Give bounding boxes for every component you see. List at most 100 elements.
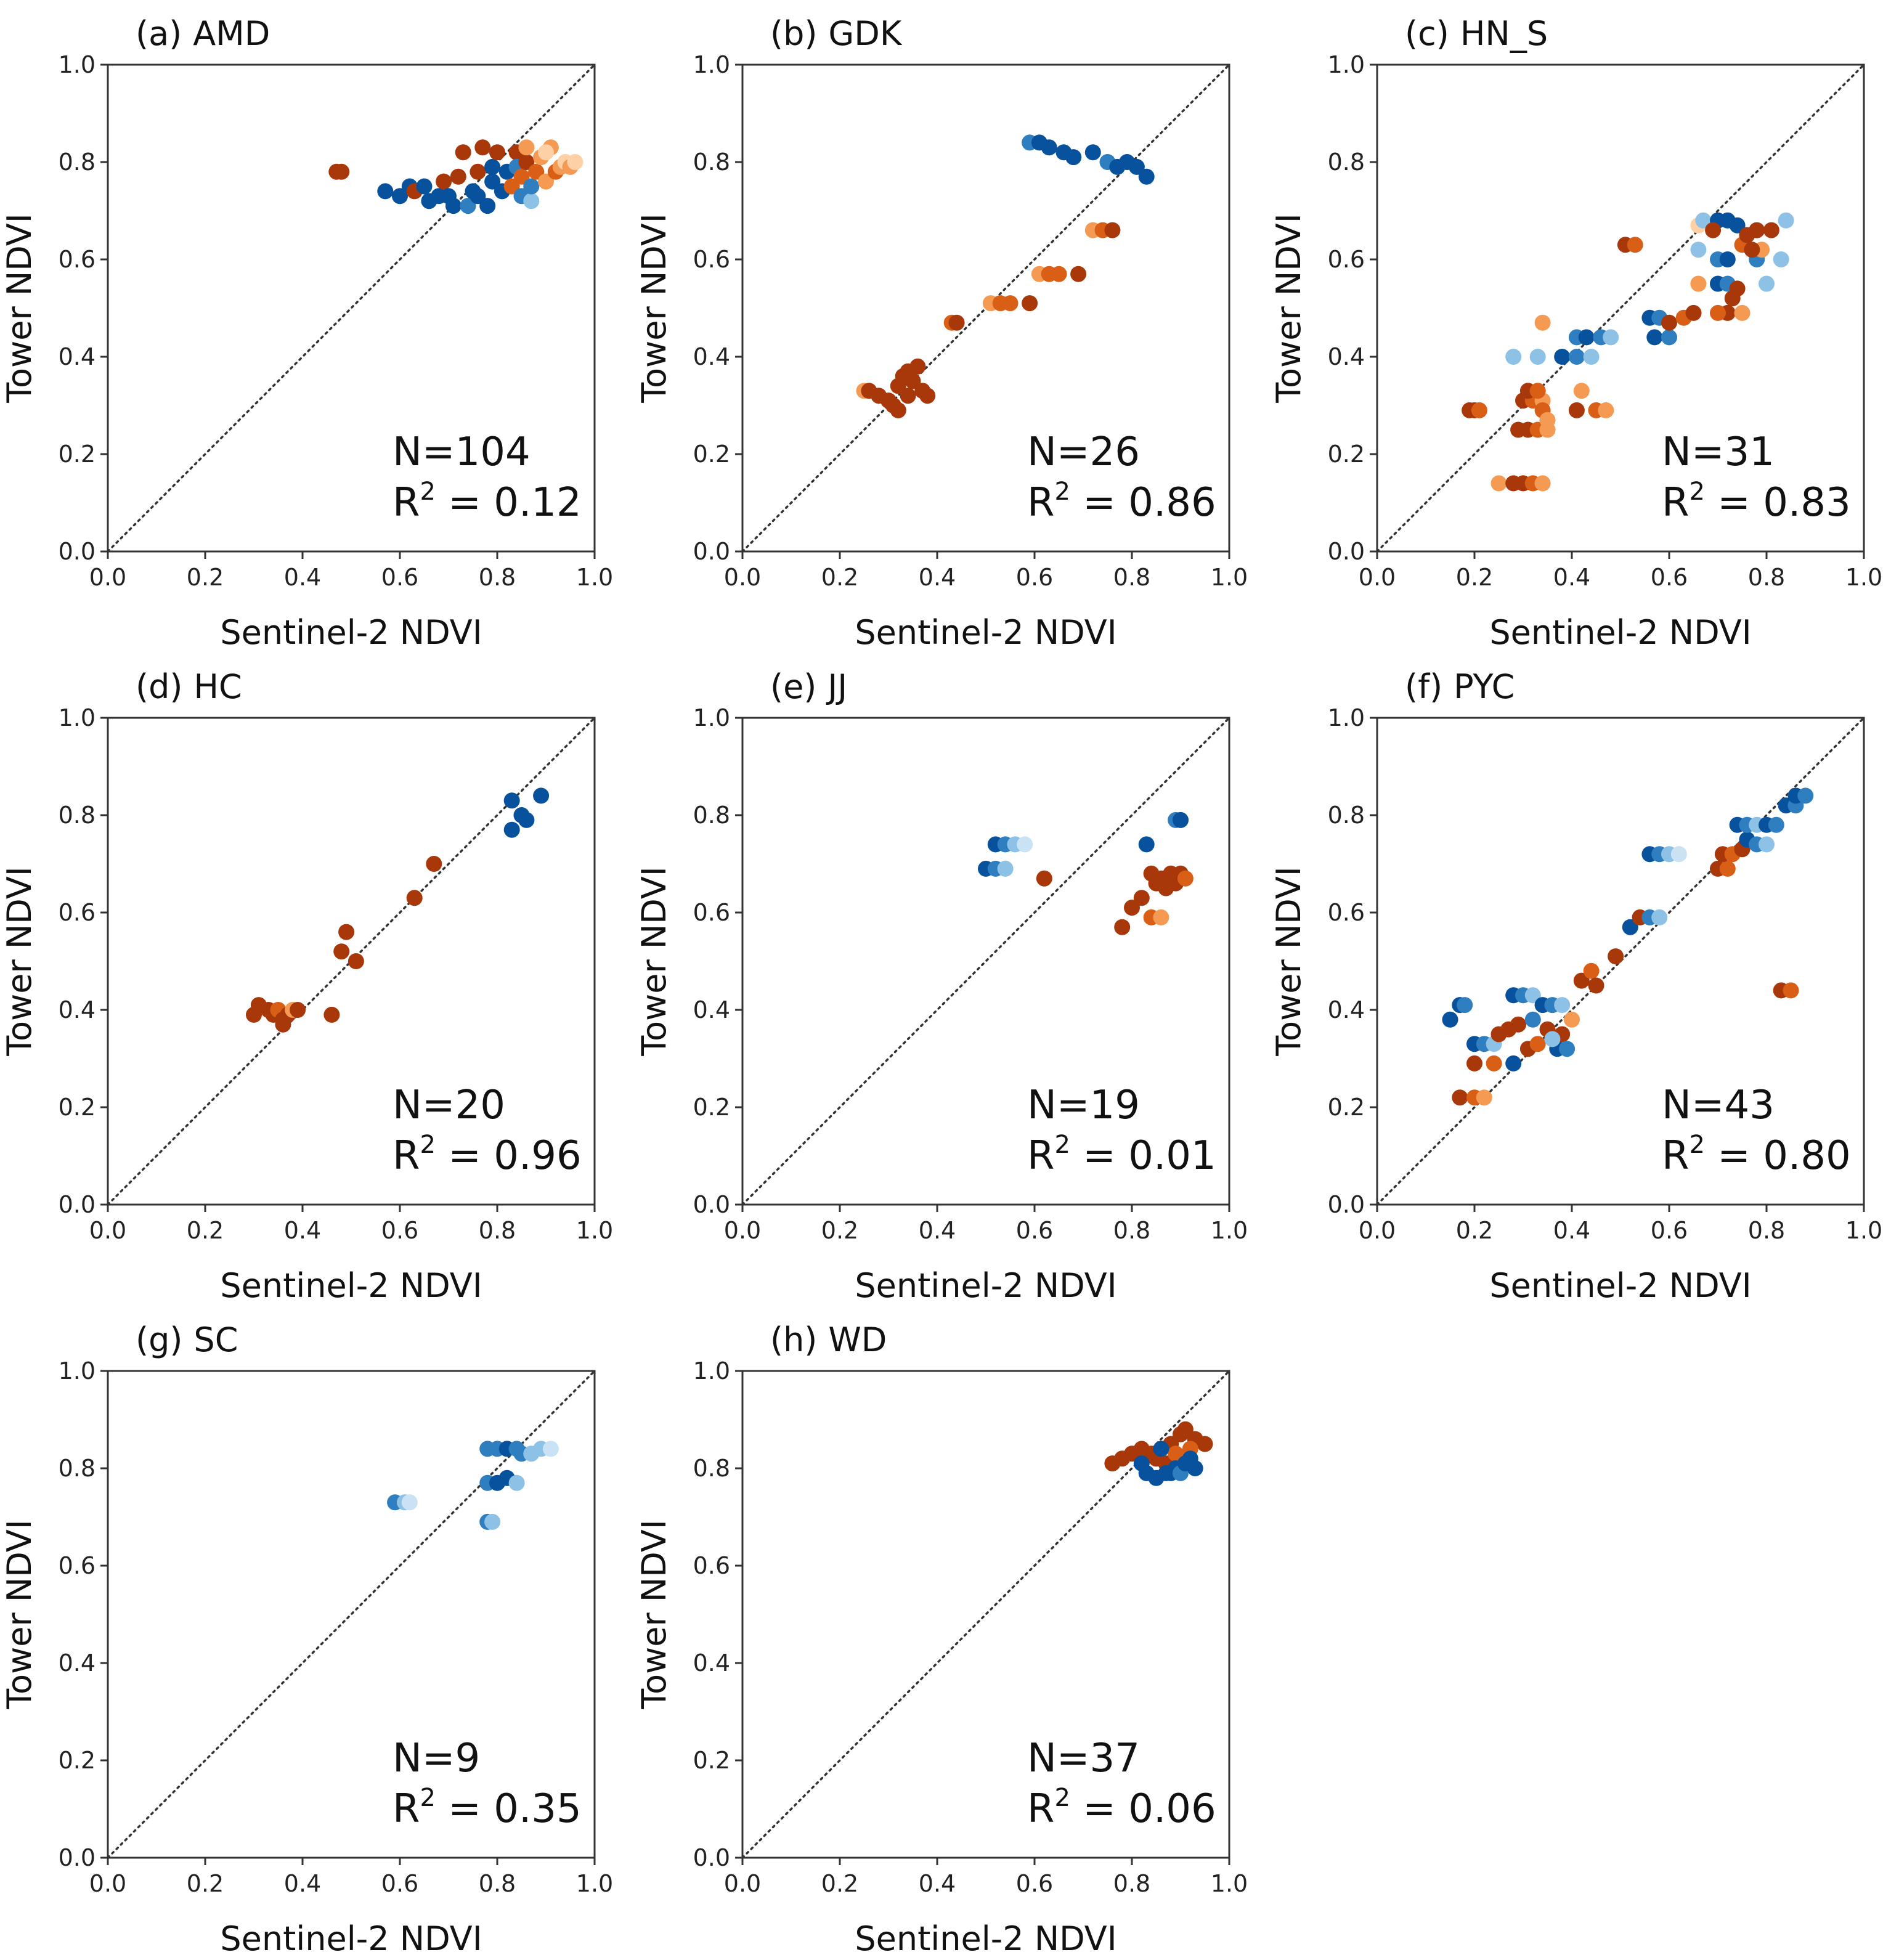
panel-title: (b) GDK [770, 14, 903, 53]
data-point [1534, 314, 1551, 331]
r-squared-equals: = [1070, 1786, 1128, 1832]
data-point [1646, 329, 1663, 346]
x-tick-label: 1.0 [576, 564, 613, 591]
data-point [1544, 1031, 1561, 1047]
r-squared: R2 = 0.12 [392, 478, 582, 526]
r-squared-symbol: R [392, 1786, 420, 1832]
data-point [348, 953, 364, 969]
panel-site-name: SC [193, 1320, 238, 1359]
data-point [523, 193, 540, 209]
y-tick-label: 0.2 [1328, 441, 1365, 468]
x-tick-label: 0.2 [1456, 1217, 1493, 1244]
data-point [1559, 1041, 1576, 1057]
y-tick-label: 0.0 [693, 538, 730, 565]
data-point [518, 154, 535, 170]
y-axis-title: Tower NDVI [0, 213, 39, 404]
data-point [1471, 402, 1487, 418]
data-point [503, 178, 520, 195]
data-point [1578, 329, 1595, 346]
data-point [1690, 275, 1707, 292]
data-point [470, 163, 486, 180]
panel-title: (a) AMD [136, 14, 270, 53]
x-tick-label: 0.6 [381, 564, 418, 591]
y-tick-label: 0.2 [693, 1094, 730, 1121]
data-point [1749, 222, 1765, 238]
data-point [1452, 1089, 1468, 1106]
data-point [436, 173, 452, 190]
data-point [1070, 266, 1087, 282]
y-tick-label: 0.6 [59, 899, 96, 926]
data-point [1554, 997, 1571, 1014]
y-axis-title: Tower NDVI [1269, 213, 1308, 404]
data-point [1524, 1011, 1541, 1028]
n-count: N=20 [392, 1083, 505, 1128]
y-tick-label: 1.0 [59, 1357, 96, 1385]
data-point [1173, 811, 1189, 828]
y-axis-title: Tower NDVI [635, 866, 673, 1057]
data-point [1568, 402, 1585, 418]
r-squared-exponent: 2 [1054, 1131, 1070, 1159]
data-point [919, 388, 936, 404]
y-axis-title: Tower NDVI [635, 1519, 673, 1710]
data-point [1573, 972, 1590, 989]
r-squared-exponent: 2 [1689, 1131, 1704, 1159]
data-point [426, 856, 442, 872]
r-squared-equals: = [1705, 480, 1763, 526]
x-tick-label: 0.6 [1651, 1217, 1688, 1244]
data-point [290, 1002, 306, 1018]
data-point [333, 163, 350, 180]
r-squared-exponent: 2 [1689, 478, 1704, 506]
x-tick-label: 0.4 [919, 1217, 956, 1244]
r-squared-symbol: R [1027, 1786, 1054, 1832]
x-tick-label: 0.0 [724, 1870, 761, 1897]
data-point [1588, 977, 1604, 994]
data-point [1661, 314, 1677, 331]
data-point [1466, 1055, 1482, 1071]
y-axis-title: Tower NDVI [635, 213, 673, 404]
data-point [1051, 266, 1067, 282]
y-tick-label: 0.6 [59, 246, 96, 273]
n-count: N=9 [392, 1736, 480, 1781]
x-tick-label: 0.4 [1553, 1217, 1590, 1244]
data-point [1041, 139, 1057, 156]
data-point [900, 363, 916, 380]
panel-jj: (e) JJ 0.0 0.2 0.4 0.6 0.8 1.0 0.0 0.2 0.4 0.6 0.8 1.… [635, 667, 1248, 1305]
r-squared-equals: = [1070, 1133, 1128, 1179]
data-point [1695, 212, 1712, 229]
x-tick-label: 0.0 [89, 1217, 126, 1244]
y-tick-label: 1.0 [1328, 704, 1365, 731]
panel-label: (a) [136, 14, 182, 53]
data-point [392, 188, 408, 205]
data-point [1529, 349, 1546, 365]
x-axis-title: Sentinel-2 NDVI [855, 1266, 1116, 1305]
data-point [1608, 948, 1624, 965]
r-squared-symbol: R [1662, 480, 1689, 526]
data-point [275, 1016, 291, 1033]
data-point [1138, 168, 1155, 185]
data-point [1719, 251, 1736, 267]
data-point [479, 198, 496, 214]
x-tick-label: 0.4 [919, 1870, 956, 1897]
data-point [1759, 836, 1775, 853]
r-squared-equals: = [1705, 1133, 1763, 1179]
x-tick-label: 0.4 [919, 564, 956, 591]
data-point [1065, 149, 1082, 166]
panel-hc: (d) HC 0.0 0.2 0.4 0.6 0.8 1.0 0.0 0.2 0.4 0.6 0.8 1.… [0, 667, 613, 1305]
data-point [1685, 304, 1702, 321]
data-point [1797, 787, 1814, 804]
y-tick-label: 1.0 [1328, 51, 1365, 78]
y-tick-label: 0.6 [1328, 246, 1365, 273]
x-tick-label: 1.0 [576, 1870, 613, 1897]
data-point [1554, 349, 1571, 365]
y-tick-label: 0.2 [59, 1747, 96, 1774]
data-point [1187, 1460, 1203, 1476]
data-point [900, 388, 916, 404]
y-axis-title: Tower NDVI [1269, 866, 1308, 1057]
r-squared-symbol: R [392, 480, 420, 526]
r-squared-symbol: R [392, 1133, 420, 1179]
data-point [890, 402, 906, 418]
r-squared: R2 = 0.35 [392, 1784, 582, 1832]
data-point [1138, 836, 1155, 853]
data-point [1568, 349, 1585, 365]
panel-title: (g) SC [136, 1320, 238, 1359]
